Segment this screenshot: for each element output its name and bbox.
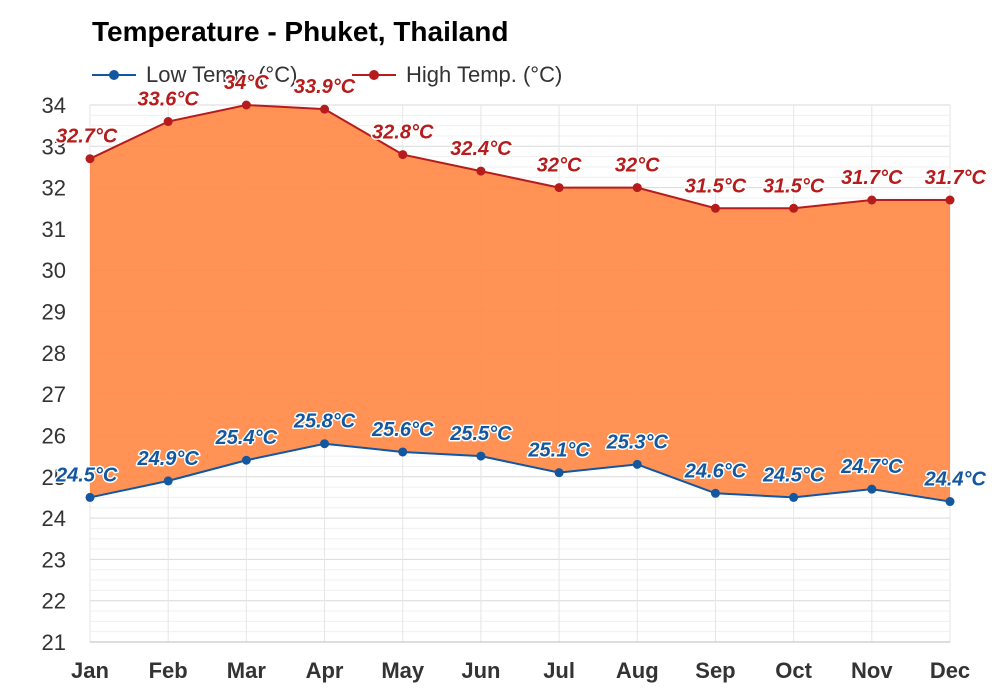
data-point-low[interactable] <box>241 455 251 465</box>
data-label-high: 32°C <box>615 155 660 177</box>
y-tick-label: 27 <box>42 382 66 407</box>
data-point-high[interactable] <box>789 203 799 213</box>
data-point-high[interactable] <box>945 195 955 205</box>
y-tick-label: 21 <box>42 630 66 655</box>
y-tick-label: 33 <box>42 134 66 159</box>
x-tick-label: Dec <box>930 658 970 683</box>
legend-label-high: High Temp. (°C) <box>406 62 562 87</box>
x-tick-label: Jan <box>71 658 109 683</box>
y-tick-label: 31 <box>42 217 66 242</box>
data-point-high[interactable] <box>710 203 720 213</box>
data-point-high[interactable] <box>85 154 95 164</box>
y-tick-label: 32 <box>42 176 66 201</box>
data-label-low: 24.5°C <box>762 464 825 486</box>
x-tick-label: Sep <box>695 658 735 683</box>
axes: 21 22 23 24 25 26 27 28 29 30 31 32 33 34 Jan Feb Mar Apr… <box>42 93 971 683</box>
data-point-low[interactable] <box>945 497 955 507</box>
legend-marker-high <box>369 70 379 80</box>
data-label-low: 24.9°C <box>136 448 199 470</box>
data-label-low: 24.5°C <box>55 464 118 486</box>
y-tick-label: 34 <box>42 93 66 118</box>
data-label-low: 25.5°C <box>449 423 512 445</box>
data-point-low[interactable] <box>85 492 95 502</box>
data-point-low[interactable] <box>320 439 330 449</box>
legend-item-low[interactable]: Low Temp. (°C) <box>92 62 297 87</box>
data-label-low: 24.7°C <box>840 456 903 478</box>
data-labels: 24.5°C 24.9°C 25.4°C 25.8°C 25.6°C 25.5°C 25.1… <box>54 71 989 493</box>
y-tick-label: 29 <box>42 300 66 325</box>
data-label-high: 31.7°C <box>841 167 903 189</box>
data-label-low: 24.6°C <box>684 460 747 482</box>
data-point-high[interactable] <box>476 166 486 176</box>
data-label-low: 25.3°C <box>606 431 669 453</box>
data-label-high: 32.7°C <box>56 126 118 148</box>
data-point-high[interactable] <box>320 104 330 114</box>
legend-label-low: Low Temp. (°C) <box>146 62 297 87</box>
y-tick-label: 23 <box>42 547 66 572</box>
y-tick-label: 25 <box>42 465 66 490</box>
legend: Low Temp. (°C) High Temp. (°C) <box>92 62 562 87</box>
data-label-low: 25.8°C <box>293 411 356 433</box>
data-label-high: 33.6°C <box>137 89 199 111</box>
y-tick-label: 30 <box>42 258 66 283</box>
temperature-range-area <box>90 105 950 502</box>
data-point-low[interactable] <box>632 459 642 469</box>
range-area <box>90 105 950 502</box>
data-point-high[interactable] <box>398 150 408 160</box>
data-point-low[interactable] <box>476 451 486 461</box>
x-tick-label: Aug <box>616 658 659 683</box>
data-label-high: 33.9°C <box>294 76 356 98</box>
data-label-high: 32.8°C <box>372 122 434 144</box>
chart-title: Temperature - Phuket, Thailand <box>92 16 508 47</box>
x-tick-label: Nov <box>851 658 893 683</box>
data-point-high[interactable] <box>241 100 251 110</box>
data-label-high: 32.4°C <box>450 138 512 160</box>
series-line-high <box>89 103 950 210</box>
data-point-low[interactable] <box>163 476 173 486</box>
y-tick-label: 28 <box>42 341 66 366</box>
legend-item-high[interactable]: High Temp. (°C) <box>352 62 562 87</box>
data-point-low[interactable] <box>867 484 877 494</box>
x-tick-label: Apr <box>306 658 344 683</box>
data-point-high[interactable] <box>632 183 642 193</box>
data-point-high[interactable] <box>554 183 564 193</box>
data-point-high[interactable] <box>163 117 173 127</box>
series-lines <box>85 100 955 507</box>
x-tick-label: Feb <box>149 658 188 683</box>
y-tick-label: 26 <box>42 423 66 448</box>
data-point-low[interactable] <box>398 447 408 457</box>
data-label-low: 25.6°C <box>371 419 434 441</box>
data-label-high: 32°C <box>537 155 582 177</box>
series-line-low <box>89 442 951 503</box>
y-tick-label: 22 <box>42 589 66 614</box>
legend-marker-low <box>109 70 119 80</box>
x-tick-label: Mar <box>227 658 267 683</box>
x-tick-label: Jul <box>543 658 575 683</box>
x-tick-label: May <box>381 658 425 683</box>
x-tick-label: Oct <box>775 658 812 683</box>
y-tick-label: 24 <box>42 506 66 531</box>
data-point-low[interactable] <box>554 468 564 478</box>
data-label-high: 31.5°C <box>763 175 825 197</box>
data-label-high: 31.7°C <box>925 167 987 189</box>
data-label-high: 34°C <box>224 72 269 94</box>
data-point-low[interactable] <box>789 492 799 502</box>
data-label-low: 25.1°C <box>527 440 590 462</box>
data-point-low[interactable] <box>710 488 720 498</box>
data-label-low: 25.4°C <box>215 427 278 449</box>
data-point-high[interactable] <box>867 195 877 205</box>
data-label-high: 31.5°C <box>685 175 747 197</box>
data-label-low: 24.4°C <box>924 469 987 491</box>
x-tick-label: Jun <box>461 658 500 683</box>
